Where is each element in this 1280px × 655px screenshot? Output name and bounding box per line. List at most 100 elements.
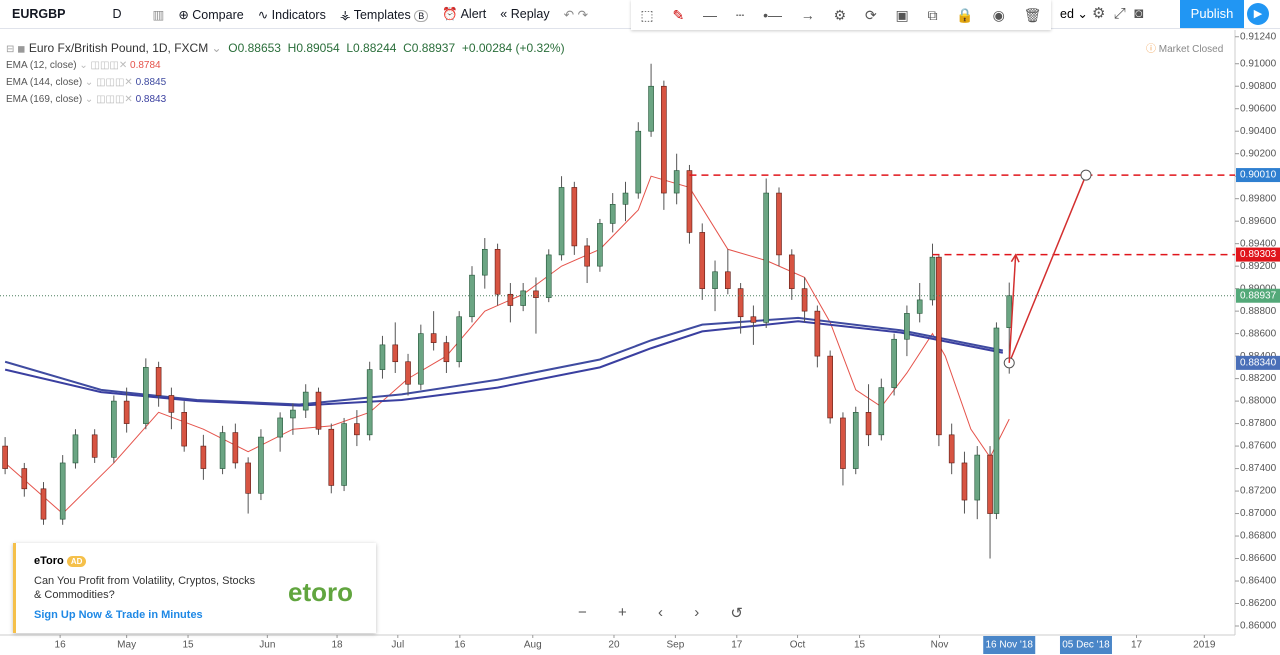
x-tick-label: Jul (391, 640, 404, 651)
candle-body (814, 310, 821, 357)
y-tick-label: 0.87400 (1240, 463, 1277, 474)
price-marker (1236, 168, 1280, 183)
alert[interactable]: ⏰ Alert (442, 6, 487, 21)
tool[interactable]: ⚙ (833, 6, 847, 23)
candle-body (725, 271, 731, 289)
x-tick-label: 16 (454, 640, 466, 651)
y-tick-label: 0.88400 (1240, 351, 1277, 362)
ad-banner[interactable]: eToro AD Can You Profit from Volatility,… (13, 543, 376, 633)
candle-body (533, 290, 539, 298)
candle-body (673, 170, 680, 194)
candle-body (852, 412, 859, 469)
undo[interactable]: ↶ ↷ (563, 7, 589, 22)
x-tick-label: 15 (854, 640, 866, 651)
candle-body (801, 288, 808, 312)
indicator-icons[interactable]: ⌄ ◫◫◫✕ (82, 77, 136, 88)
candle-body (948, 434, 955, 464)
candle-body (354, 423, 360, 436)
indicator-value: 0.8845 (135, 77, 167, 88)
y-tick-label: 0.86800 (1240, 531, 1277, 542)
scroll-left[interactable]: ‹ (657, 604, 663, 621)
reset[interactable]: ↺ (730, 605, 743, 622)
zoom-in[interactable]: + (617, 604, 627, 621)
interval[interactable]: D (112, 7, 122, 21)
candle-body (155, 367, 162, 396)
y-tick-label: 0.86400 (1240, 576, 1277, 587)
candle-body (494, 248, 501, 295)
indicators[interactable]: ∿ Indicators (257, 7, 326, 22)
ad-brand: eToro AD (34, 555, 87, 567)
tool[interactable]: ◉ (992, 6, 1005, 23)
tool[interactable]: → (800, 7, 815, 23)
price-marker (1236, 355, 1280, 370)
candle-body (258, 436, 264, 494)
candle-body (904, 313, 910, 340)
settings-icons[interactable]: ⚙ ⤢ ◙ (1092, 5, 1144, 22)
indicator-name: EMA (12, close) (6, 60, 77, 71)
play-button[interactable]: ▶ (1247, 3, 1269, 25)
indicator-row[interactable]: EMA (144, close) ⌄ ◫◫◫✕ 0.8845 (6, 74, 565, 91)
candle-body (232, 432, 239, 464)
candle-body (379, 344, 386, 370)
y-tick-label: 0.90600 (1240, 103, 1277, 114)
candle-body (245, 462, 251, 494)
tool[interactable]: — (703, 7, 717, 23)
arrow (1008, 254, 1017, 363)
zoom-controls: − + ‹ › ↺ (578, 604, 743, 628)
tool[interactable]: ⧉ (927, 6, 938, 23)
tool[interactable]: ▣ (895, 6, 909, 23)
ohlc: L0.88244 (346, 41, 397, 55)
indicator-icons[interactable]: ⌄ ◫◫◫✕ (76, 60, 131, 71)
candle-body (341, 423, 347, 486)
candle-body (558, 187, 565, 256)
scroll-right[interactable]: › (694, 604, 700, 621)
indicator-value: 0.8843 (135, 94, 167, 105)
tool[interactable]: •— (763, 7, 782, 23)
indicator-row[interactable]: EMA (169, close) ⌄ ◫◫◫✕ 0.8843 (6, 91, 565, 108)
symbol[interactable]: EURGBP (12, 7, 66, 21)
date-marker-label: 05 Dec '18 (1062, 640, 1110, 651)
candle-body (168, 395, 175, 413)
candle-body (469, 274, 475, 318)
indicator-row[interactable]: EMA (12, close) ⌄ ◫◫◫✕ 0.8784 (6, 57, 565, 74)
tool[interactable]: ┄ (735, 6, 745, 23)
candle-body (2, 445, 8, 469)
ad-badge: AD (66, 556, 87, 567)
y-tick-label: 0.91240 (1240, 31, 1277, 42)
y-tick-label: 0.87600 (1240, 441, 1277, 452)
y-tick-label: 0.90400 (1240, 126, 1277, 137)
candle-body (520, 290, 526, 306)
candle-body (443, 342, 450, 363)
publish-button[interactable]: Publish (1180, 0, 1244, 28)
candle-body (865, 412, 872, 436)
y-tick-label: 0.89400 (1240, 238, 1277, 249)
candle-body (827, 355, 833, 419)
ad-link[interactable]: Sign Up Now & Trade in Minutes (34, 609, 203, 621)
candle-body (315, 391, 322, 430)
candle-body (597, 223, 603, 267)
candle-body (302, 391, 309, 411)
ohlc: H0.89054 (287, 41, 340, 55)
tool[interactable]: ✎ (672, 6, 685, 23)
tool[interactable]: 🗑 (1023, 6, 1042, 23)
candle-body (392, 344, 399, 363)
price-marker-label: 0.88937 (1240, 290, 1277, 301)
x-tick-label: 20 (608, 640, 620, 651)
layout-name[interactable]: ed ⌄ (1060, 7, 1088, 21)
tool[interactable]: ⬚ (640, 6, 654, 23)
compare[interactable]: ⊕ Compare (178, 7, 244, 22)
ema-line (4, 175, 1010, 515)
replay[interactable]: « Replay (500, 7, 550, 21)
indicator-icons[interactable]: ⌄ ◫◫◫✕ (82, 94, 136, 105)
tool[interactable]: 🔒 (956, 6, 974, 23)
templates[interactable]: ⚶ Templates B (340, 7, 429, 22)
candle-body (622, 192, 629, 205)
y-tick-label: 0.86600 (1240, 553, 1277, 564)
series-title: Euro Fx/British Pound, 1D, FXCM (28, 41, 209, 55)
chart-style[interactable]: ▥ (152, 7, 165, 22)
change: +0.00284 (+0.32%) (461, 41, 565, 55)
tool[interactable]: ⟳ (864, 6, 877, 23)
zoom-out[interactable]: − (578, 604, 587, 621)
candle-body (328, 428, 335, 486)
